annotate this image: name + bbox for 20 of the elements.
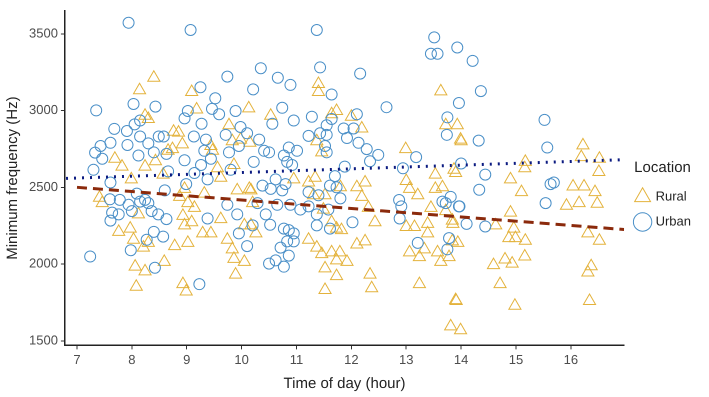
legend-label: Urban	[656, 214, 692, 229]
x-tick-label: 16	[564, 352, 578, 367]
legend-label: Rural	[656, 188, 687, 204]
x-axis-title: Time of day (hour)	[284, 375, 406, 392]
y-tick-label: 3000	[29, 102, 58, 118]
legend-title: Location	[634, 159, 691, 176]
y-tick-label: 2500	[29, 178, 58, 194]
y-axis-title: Minimum frequency (Hz)	[4, 96, 22, 260]
x-tick-label: 13	[399, 352, 414, 367]
y-tick-label: 2000	[29, 256, 58, 271]
x-tick-label: 14	[454, 352, 468, 367]
x-tick-label: 8	[128, 352, 136, 367]
y-tick-label: 1500	[29, 332, 58, 348]
x-tick-label: 10	[234, 352, 249, 367]
x-tick-label: 7	[73, 352, 81, 367]
x-tick-label: 9	[183, 352, 190, 367]
y-tick-label: 3500	[29, 25, 58, 40]
x-tick-label: 15	[508, 352, 524, 367]
x-tick-label: 12	[344, 352, 359, 367]
x-tick-label: 11	[290, 352, 304, 367]
